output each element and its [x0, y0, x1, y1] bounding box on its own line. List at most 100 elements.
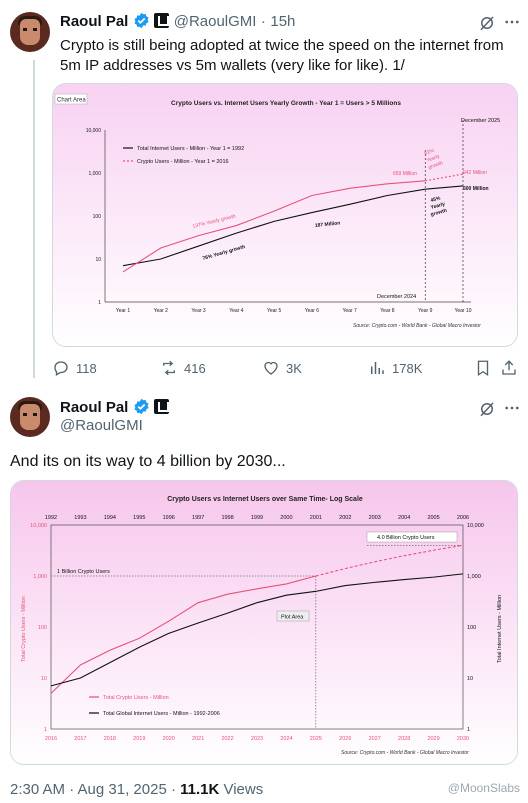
views-button[interactable]: 178K: [368, 359, 422, 377]
x-tick-label: Year 8: [380, 308, 394, 314]
x-top-tick-label: 2005: [427, 515, 439, 521]
bookmark-icon: [477, 360, 489, 377]
repost-button[interactable]: 416: [160, 359, 206, 377]
avatar[interactable]: [10, 12, 50, 52]
y-left-tick-label: 10: [41, 676, 47, 682]
plot-area-label: Plot Area: [281, 615, 304, 621]
grok-icon[interactable]: [478, 14, 496, 37]
chart-area-tag: [54, 93, 88, 105]
x-top-tick-label: 1992: [45, 515, 57, 521]
plot-frame: [50, 524, 464, 730]
y-left-axis-label: Total Crypto Users - Million: [21, 596, 27, 662]
x-bottom-tick-label: 2028: [398, 736, 410, 742]
author-handle[interactable]: @RaoulGMI: [173, 13, 257, 30]
bookmark-button[interactable]: [474, 359, 492, 377]
y-right-tick-label: 10,000: [467, 523, 484, 529]
x-top-tick-label: 1994: [104, 515, 116, 521]
watermark: @MoonSlabs: [447, 781, 520, 795]
x-bottom-tick-label: 2030: [457, 736, 469, 742]
reply-icon: [54, 361, 68, 376]
dot-separator: ·: [260, 13, 266, 30]
x-bottom-tick-label: 2024: [280, 736, 292, 742]
more-options-icon[interactable]: [503, 13, 521, 36]
chart-1-svg: Chart Area Crypto Users vs. Internet Use…: [53, 84, 517, 346]
heart-icon: [264, 361, 278, 375]
grok-icon[interactable]: [478, 400, 496, 423]
annotation-500-million: 500 Million: [463, 186, 489, 192]
annotation-942-million: 942 Million: [463, 170, 487, 176]
y-tick-label: 1: [98, 300, 101, 306]
x-tick-label: Year 10: [454, 308, 471, 314]
like-button[interactable]: 3K: [262, 359, 302, 377]
chart-2-title: Crypto Users vs Internet Users over Same…: [167, 496, 363, 503]
x-tick-label: Year 6: [305, 308, 319, 314]
tweet-footer: 2:30 AM · Aug 31, 2025 · 11.1K Views: [10, 781, 263, 798]
x-bottom-tick-label: 2016: [45, 736, 57, 742]
x-tick-label: Year 4: [229, 308, 243, 314]
repost-icon: [163, 360, 175, 376]
x-tick-label: Year 3: [191, 308, 205, 314]
y-tick-label: 100: [93, 214, 102, 220]
y-left-tick-label: 100: [38, 625, 47, 631]
views-label: Views: [219, 781, 264, 798]
reply-button[interactable]: 118: [52, 359, 97, 377]
annotation-growth-45-c: growth: [430, 208, 448, 218]
x-top-tick-label: 1995: [133, 515, 145, 521]
x-tick-label: Year 2: [154, 308, 168, 314]
annotation-659-million: 659 Million: [393, 171, 417, 177]
affiliate-badge-icon: [154, 13, 170, 28]
x-top-tick-label: 1993: [74, 515, 86, 521]
tweet-time[interactable]: 15h: [270, 13, 296, 30]
share-icon: [502, 360, 516, 375]
timestamp[interactable]: 2:30 AM · Aug 31, 2025 ·: [10, 781, 181, 798]
x-bottom-tick-label: 2018: [104, 736, 116, 742]
crypto-users-projection: [315, 544, 464, 577]
y-right-tick-label: 1: [467, 727, 470, 733]
annotation-187-million: 187 Million: [315, 220, 341, 229]
views-count: 178K: [392, 360, 423, 376]
verified-badge-icon: [133, 12, 150, 34]
annotation-growth-62-b: Yearly: [426, 153, 441, 163]
chart-1-title: Crypto Users vs. Internet Users Yearly G…: [171, 100, 401, 107]
legend-internet-label: Total Global Internet Users - Million - …: [103, 711, 220, 717]
author-handle[interactable]: @RaoulGMI: [60, 417, 143, 434]
x-bottom-tick-label: 2019: [133, 736, 145, 742]
x-bottom-tick-label: 2017: [74, 736, 86, 742]
more-options-icon[interactable]: [503, 399, 521, 422]
chart-2-source: Source: Crypto.com - World Bank - Global…: [341, 750, 469, 756]
author-name[interactable]: Raoul Pal: [60, 399, 129, 416]
annotation-dec-2025: December 2025: [461, 118, 500, 124]
y-tick-label: 1,000: [88, 171, 101, 177]
y-left-tick-label: 1,000: [33, 574, 47, 580]
chart-2-background: [11, 481, 517, 764]
annotation-growth-62-a: 62%: [424, 148, 436, 157]
x-top-tick-label: 2001: [310, 515, 322, 521]
y-tick-label: 10,000: [86, 128, 102, 134]
chart-2-svg: Crypto Users vs Internet Users over Same…: [11, 481, 517, 764]
thread-connector: [33, 60, 35, 378]
author-name[interactable]: Raoul Pal: [60, 13, 129, 30]
tweet-2-text: And its on its way to 4 billion by 2030.…: [10, 453, 286, 470]
x-top-tick-label: 2006: [457, 515, 469, 521]
x-bottom-tick-label: 2022: [221, 736, 233, 742]
verified-badge-icon: [133, 398, 150, 420]
share-button[interactable]: [500, 359, 518, 377]
plot-area-tag: [276, 610, 310, 622]
x-tick-label: Year 7: [343, 308, 357, 314]
views-icon: [371, 362, 384, 374]
tweet-2-header: Raoul Pal: [60, 398, 170, 420]
annotation-dec-2024: December 2024: [377, 294, 416, 300]
x-top-tick-label: 2004: [398, 515, 410, 521]
tweet-actions: 118 416 3K 178K: [52, 358, 516, 378]
y-right-tick-label: 1,000: [467, 574, 481, 580]
x-top-tick-label: 2000: [280, 515, 292, 521]
x-bottom-tick-label: 2029: [427, 736, 439, 742]
chart-image-2[interactable]: Crypto Users vs Internet Users over Same…: [10, 480, 518, 765]
x-top-tick-label: 1998: [221, 515, 233, 521]
repost-count: 416: [184, 360, 206, 376]
y-left-tick-label: 10,000: [30, 523, 47, 529]
avatar[interactable]: [10, 397, 50, 437]
y-right-tick-label: 10: [467, 676, 473, 682]
chart-image-1[interactable]: Chart Area Crypto Users vs. Internet Use…: [52, 83, 518, 347]
y-right-tick-label: 100: [467, 625, 476, 631]
